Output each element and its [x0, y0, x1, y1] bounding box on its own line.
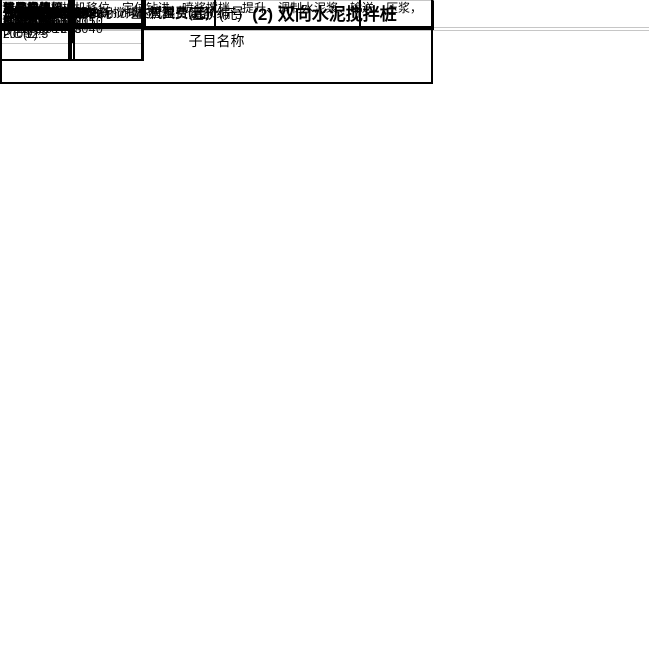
row-compressor-name-bottom: 排气量 3(m³/min) — [0, 0, 73, 31]
fee-label-management: 管理费(元) — [0, 0, 361, 28]
row-compressor-c2: 1.96 — [0, 0, 72, 61]
measure-unit-label: 计量单位: — [3, 0, 55, 15]
